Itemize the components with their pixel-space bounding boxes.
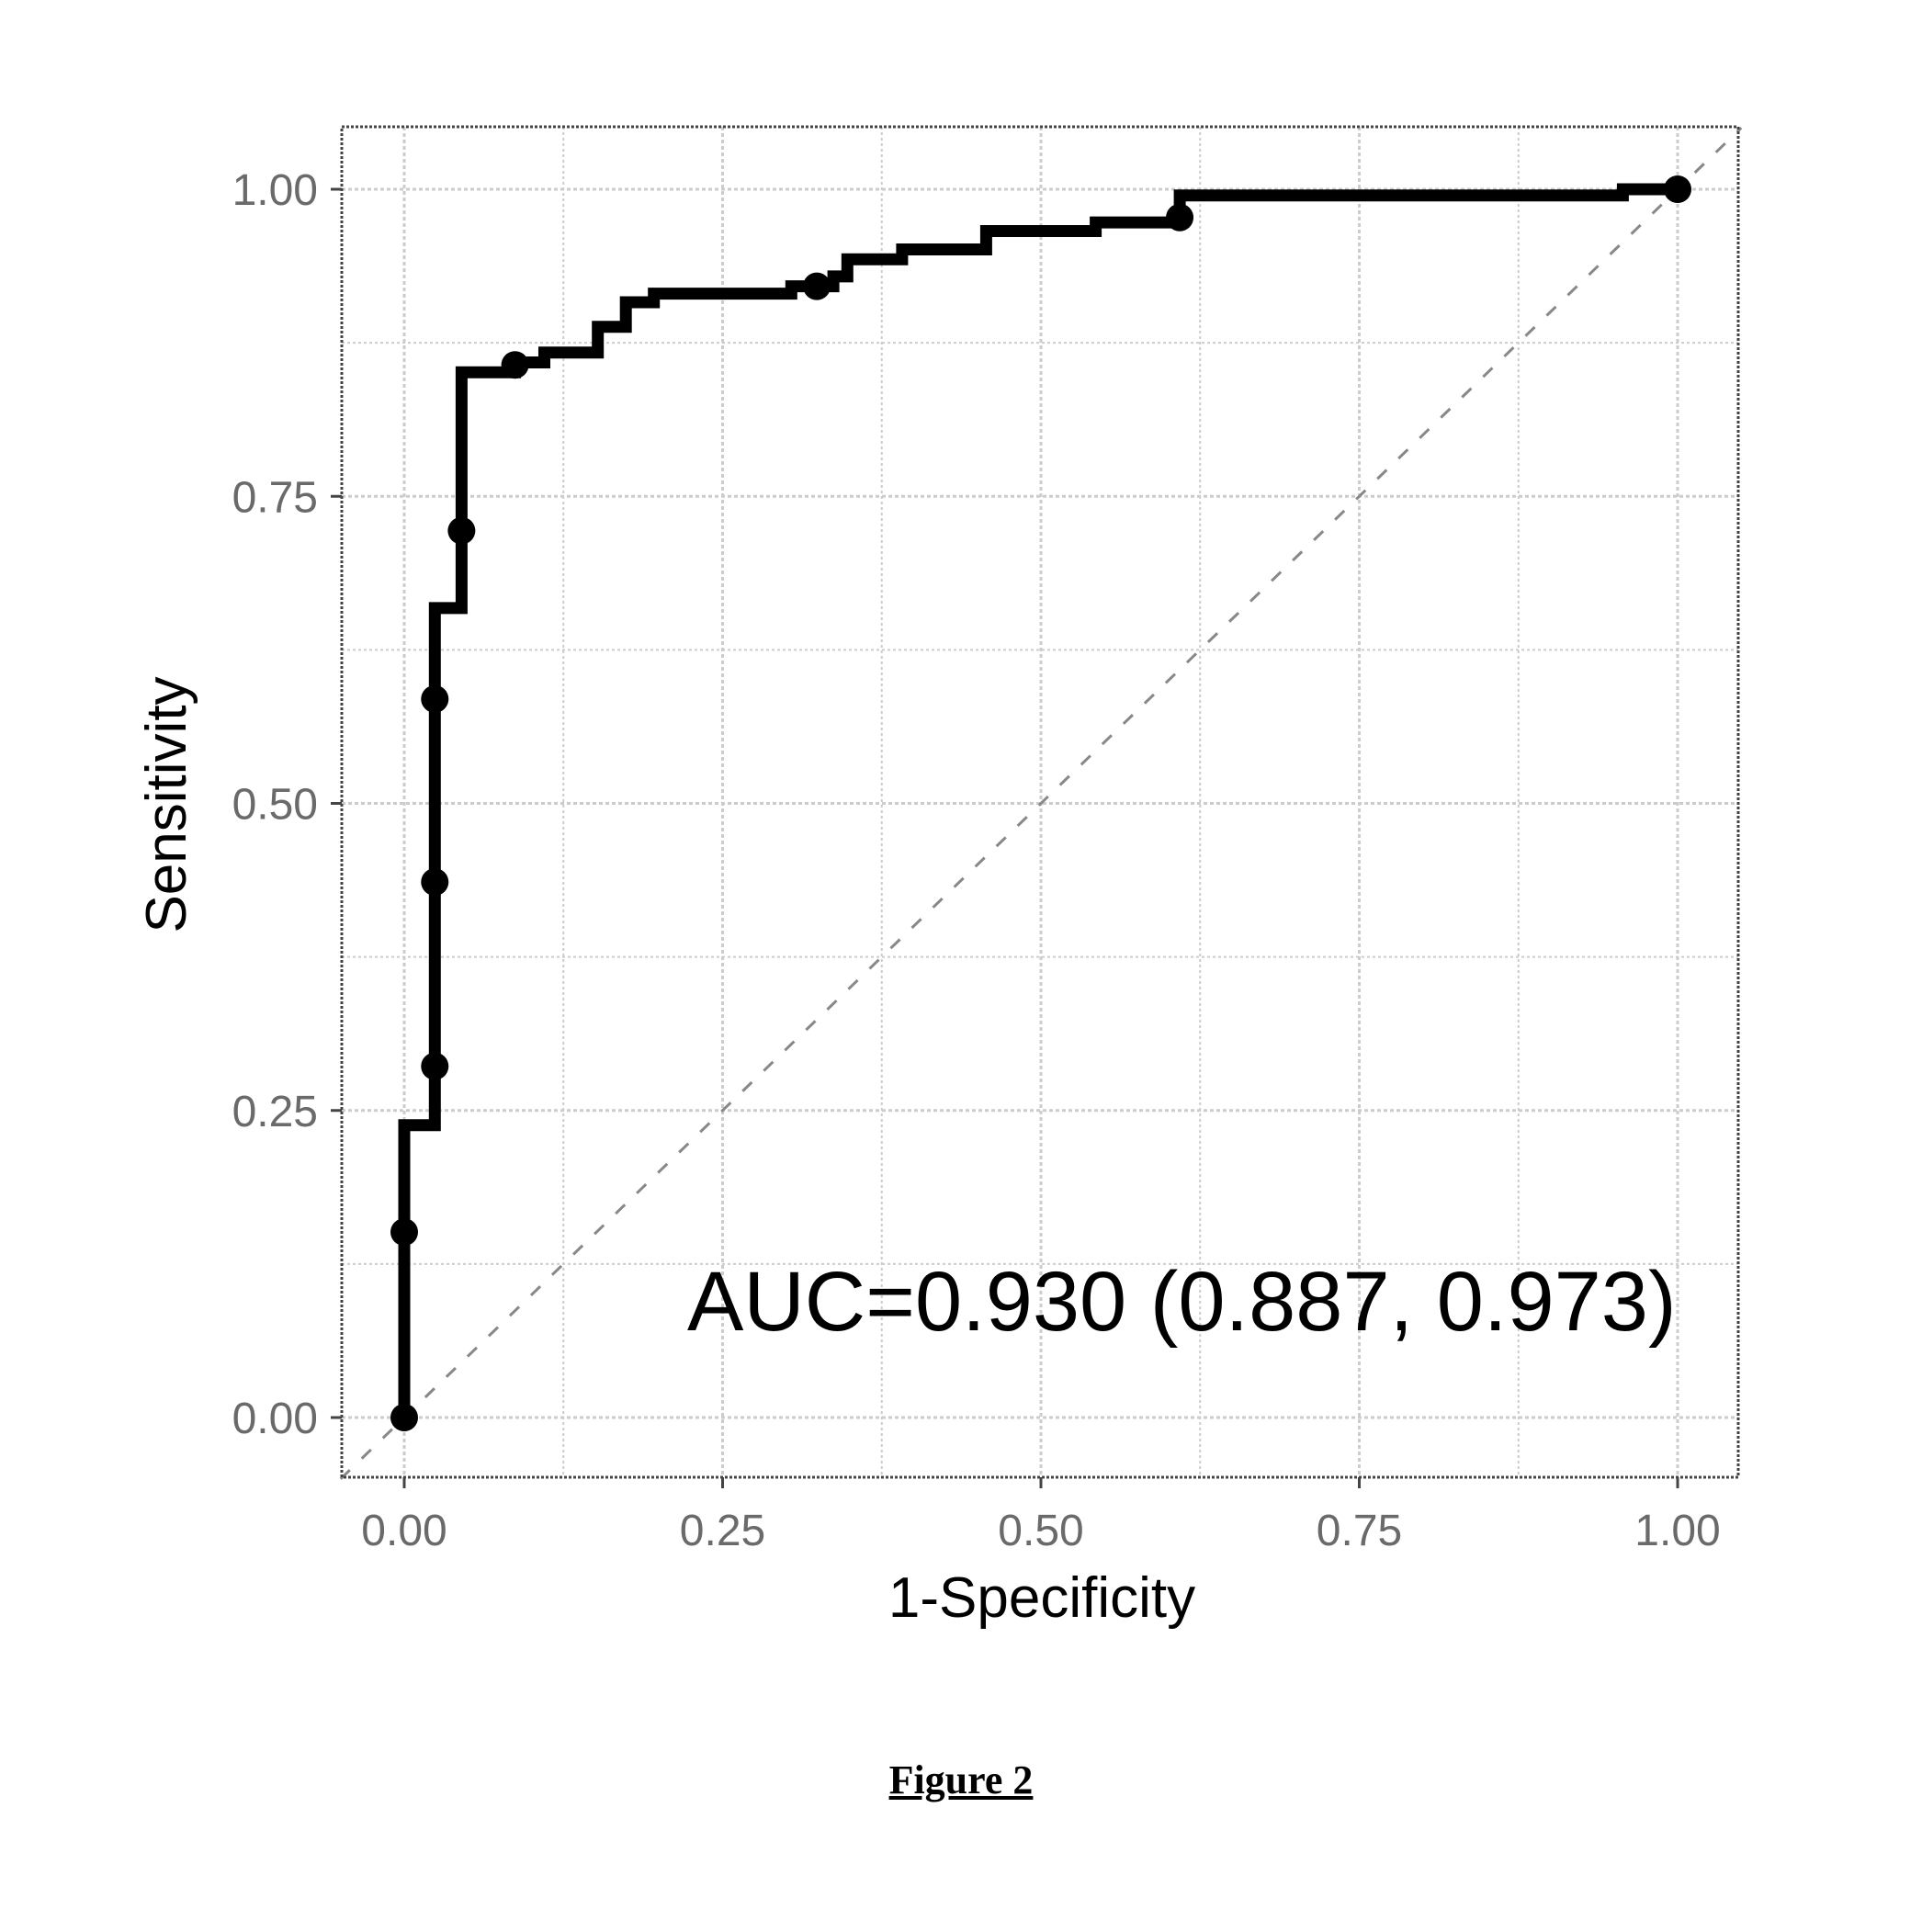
- x-tick-label: 1.00: [1634, 1507, 1720, 1555]
- roc-curve: [398, 183, 1684, 1424]
- x-axis-ticks: 0.00 0.25 0.50 0.75 1.00: [361, 1477, 1721, 1555]
- threshold-points-layer: [390, 175, 1691, 1431]
- x-tick-label: 0.00: [361, 1507, 447, 1555]
- x-tick-label: 0.25: [680, 1507, 765, 1555]
- threshold-point: [390, 1218, 418, 1247]
- threshold-point: [501, 351, 529, 379]
- x-tick-label: 0.50: [998, 1507, 1083, 1555]
- y-axis-ticks: 0.00 0.25 0.50 0.75 1.00: [232, 166, 342, 1443]
- y-tick-label: 0.50: [232, 781, 318, 830]
- y-tick-label: 0.25: [232, 1088, 318, 1136]
- y-tick-label: 1.00: [232, 166, 318, 215]
- threshold-point: [447, 516, 476, 545]
- y-tick-label: 0.00: [232, 1395, 318, 1443]
- x-axis-title: 1-Specificity: [888, 1566, 1195, 1630]
- roc-curve-layer: [398, 183, 1684, 1424]
- threshold-point: [421, 1052, 449, 1080]
- threshold-point: [390, 1404, 418, 1431]
- diagonal-reference-layer: [339, 127, 1743, 1480]
- x-tick-label: 0.75: [1317, 1507, 1402, 1555]
- grid-layer: [342, 127, 1738, 1477]
- threshold-point: [1166, 203, 1194, 232]
- threshold-point: [803, 272, 831, 300]
- figure-caption: Figure 2: [888, 1757, 1034, 1802]
- auc-annotation: AUC=0.930 (0.887, 0.973): [687, 1255, 1677, 1349]
- threshold-point: [421, 868, 449, 897]
- threshold-point: [421, 684, 449, 713]
- y-axis-title: Sensitivity: [135, 676, 198, 932]
- diagonal-reference-line: [339, 127, 1743, 1480]
- y-tick-label: 0.75: [232, 473, 318, 522]
- threshold-point: [1664, 175, 1691, 203]
